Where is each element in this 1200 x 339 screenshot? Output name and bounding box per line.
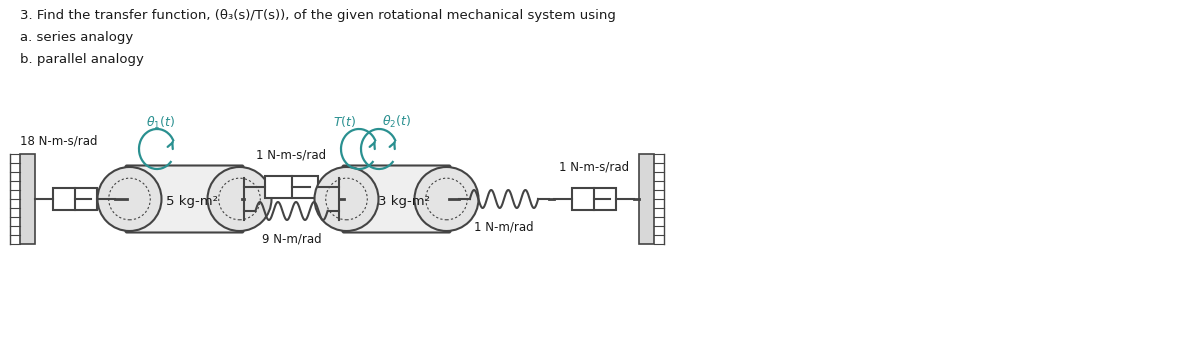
Text: $\theta_2(t)$: $\theta_2(t)$ bbox=[382, 114, 412, 130]
Circle shape bbox=[314, 167, 378, 231]
Text: 1 N-m-s/rad: 1 N-m-s/rad bbox=[257, 149, 326, 162]
Bar bbox=[53, 188, 97, 210]
Text: 3 kg-m²: 3 kg-m² bbox=[378, 195, 431, 207]
Bar bbox=[571, 188, 617, 210]
Bar bbox=[20, 154, 35, 244]
Text: 1 N-m/rad: 1 N-m/rad bbox=[474, 221, 534, 234]
Text: 5 kg-m²: 5 kg-m² bbox=[167, 195, 218, 207]
Text: 9 N-m/rad: 9 N-m/rad bbox=[262, 233, 322, 246]
Bar bbox=[640, 154, 654, 244]
FancyBboxPatch shape bbox=[342, 165, 450, 233]
Circle shape bbox=[208, 167, 271, 231]
Text: b. parallel analogy: b. parallel analogy bbox=[20, 53, 144, 66]
Circle shape bbox=[97, 167, 162, 231]
Text: a. series analogy: a. series analogy bbox=[20, 31, 133, 44]
Text: $T(t)$: $T(t)$ bbox=[332, 114, 356, 129]
Text: 1 N-m-s/rad: 1 N-m-s/rad bbox=[559, 161, 629, 174]
Text: 18 N-m-s/rad: 18 N-m-s/rad bbox=[20, 134, 97, 147]
Circle shape bbox=[414, 167, 479, 231]
Text: $\theta_1(t)$: $\theta_1(t)$ bbox=[146, 115, 175, 131]
Bar bbox=[265, 176, 318, 198]
FancyBboxPatch shape bbox=[126, 165, 244, 233]
Text: 3. Find the transfer function, (θ₃(s)/T(s)), of the given rotational mechanical : 3. Find the transfer function, (θ₃(s)/T(… bbox=[20, 9, 616, 22]
